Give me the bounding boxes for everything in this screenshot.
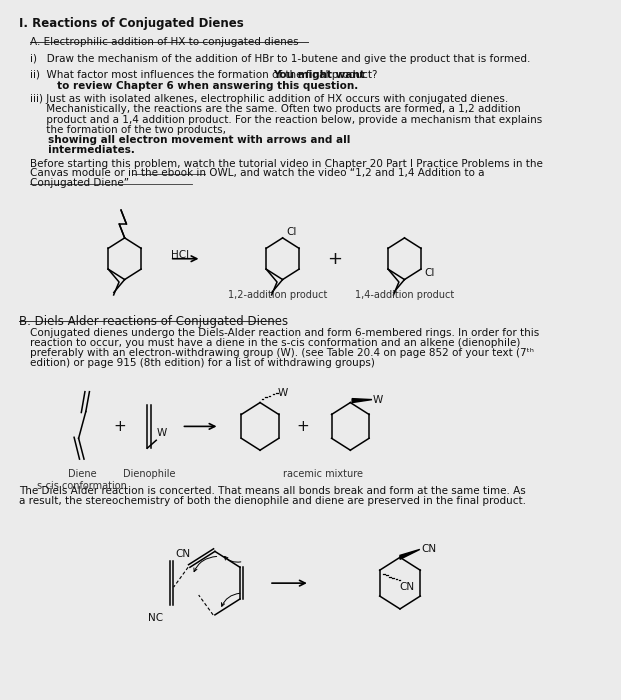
Text: +: +	[327, 250, 343, 267]
Text: intermediates.: intermediates.	[30, 145, 135, 155]
FancyArrowPatch shape	[222, 594, 240, 606]
Text: CN: CN	[175, 550, 190, 559]
Text: W: W	[278, 388, 288, 398]
FancyArrowPatch shape	[225, 556, 241, 562]
Text: I. Reactions of Conjugated Dienes: I. Reactions of Conjugated Dienes	[19, 17, 244, 29]
Text: edition) or page 915 (8th edition) for a list of withdrawing groups): edition) or page 915 (8th edition) for a…	[30, 358, 374, 368]
FancyArrowPatch shape	[194, 556, 217, 572]
Text: Cl: Cl	[286, 227, 297, 237]
Text: CN: CN	[422, 545, 437, 554]
Text: Canvas module or in the ebook in OWL, and watch the video “1,2 and 1,4 Addition : Canvas module or in the ebook in OWL, an…	[30, 169, 484, 178]
Text: reaction to occur, you must have a diene in the s-cis conformation and an alkene: reaction to occur, you must have a diene…	[30, 338, 520, 348]
Text: HCl: HCl	[171, 250, 189, 260]
Text: i)   Draw the mechanism of the addition of HBr to 1-butene and give the product : i) Draw the mechanism of the addition of…	[30, 55, 530, 64]
Text: 1,4-addition product: 1,4-addition product	[355, 290, 454, 300]
Text: +: +	[114, 419, 127, 434]
Text: a result, the stereochemistry of both the dienophile and diene are preserved in : a result, the stereochemistry of both th…	[19, 496, 526, 506]
Text: NC: NC	[148, 613, 163, 623]
Text: W: W	[373, 395, 383, 405]
Text: +: +	[296, 419, 309, 434]
Text: The Diels Alder reaction is concerted. That means all bonds break and form at th: The Diels Alder reaction is concerted. T…	[19, 486, 526, 496]
Text: You might want: You might want	[274, 70, 365, 80]
Text: Conjugated dienes undergo the Diels-Alder reaction and form 6-membered rings. In: Conjugated dienes undergo the Diels-Alde…	[30, 328, 539, 338]
Text: Cl: Cl	[424, 267, 435, 278]
Text: A. Electrophilic addition of HX to conjugated dienes: A. Electrophilic addition of HX to conju…	[30, 36, 299, 46]
Text: the formation of the two products,: the formation of the two products,	[30, 125, 229, 135]
Text: 1,2-addition product: 1,2-addition product	[229, 290, 328, 300]
Text: preferably with an electron-withdrawing group (W). (see Table 20.4 on page 852 o: preferably with an electron-withdrawing …	[30, 348, 534, 358]
Text: Before starting this problem, watch the tutorial video in Chapter 20 Part I Prac: Before starting this problem, watch the …	[30, 158, 543, 169]
Text: CN: CN	[399, 582, 415, 592]
Text: ii)  What factor most influences the formation of the final product?: ii) What factor most influences the form…	[30, 70, 381, 80]
Text: product and a 1,4 addition product. For the reaction below, provide a mechanism : product and a 1,4 addition product. For …	[30, 115, 542, 125]
Text: racemic mixture: racemic mixture	[283, 469, 363, 479]
Text: W: W	[156, 428, 166, 438]
Text: Conjugated Diene”: Conjugated Diene”	[30, 178, 129, 188]
Polygon shape	[400, 550, 420, 559]
Text: Mechanistically, the reactions are the same. Often two products are formed, a 1,: Mechanistically, the reactions are the s…	[30, 104, 520, 115]
Text: iii) Just as with isolated alkenes, electrophilic addition of HX occurs with con: iii) Just as with isolated alkenes, elec…	[30, 94, 508, 104]
Polygon shape	[352, 398, 372, 402]
Text: Dienophile: Dienophile	[123, 469, 175, 479]
Text: Diene
s-cis conformation: Diene s-cis conformation	[37, 469, 127, 491]
Text: B. Diels Alder reactions of Conjugated Dienes: B. Diels Alder reactions of Conjugated D…	[19, 315, 288, 328]
Text: showing all electron movement with arrows and all: showing all electron movement with arrow…	[30, 134, 350, 145]
Text: to review Chapter 6 when answering this question.: to review Chapter 6 when answering this …	[39, 81, 358, 91]
